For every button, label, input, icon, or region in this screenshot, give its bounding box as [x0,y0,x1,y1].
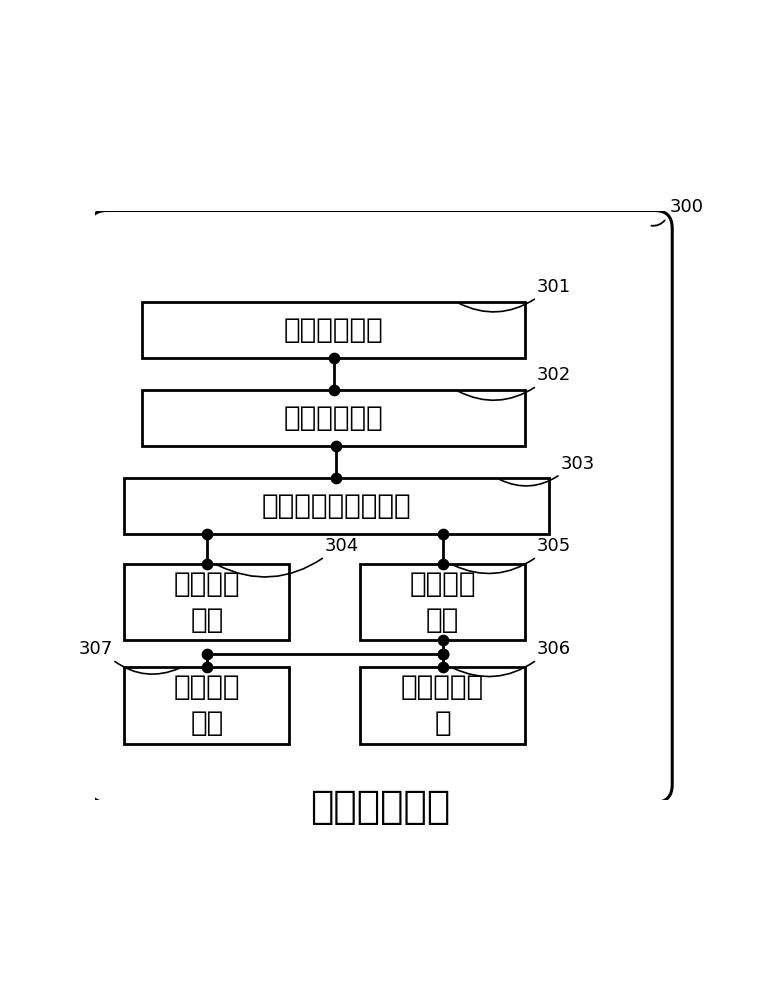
Point [201,526,213,542]
Text: 可见光人脸识别单元: 可见光人脸识别单元 [261,492,411,520]
Bar [360,564,525,640]
FancyBboxPatch shape [89,211,673,802]
Bar [142,390,525,446]
Point [436,646,448,662]
Text: 307: 307 [78,640,112,658]
Text: 304: 304 [325,537,359,555]
Text: 图像获取单元: 图像获取单元 [283,316,384,344]
Point [331,438,343,454]
Text: 第一判断
单元: 第一判断 单元 [173,570,240,634]
Point [201,556,213,572]
Bar [125,478,549,534]
Text: 人脸识别装置: 人脸识别装置 [311,788,451,826]
Point [328,382,340,398]
Text: 第三判断单
元: 第三判断单 元 [401,673,484,737]
Text: 306: 306 [537,640,571,658]
Bar [125,564,290,640]
Point [436,646,448,662]
Point [436,659,448,675]
Text: 305: 305 [537,537,571,555]
Point [328,350,340,366]
Point [201,659,213,675]
Bar [142,302,525,358]
Point [201,646,213,662]
Text: 300: 300 [670,198,703,216]
Text: 302: 302 [537,366,571,384]
Text: 第四判断
单元: 第四判断 单元 [173,673,240,737]
Text: 303: 303 [560,455,594,473]
Text: 特征提取单元: 特征提取单元 [283,404,384,432]
Bar [125,667,290,744]
Text: 第二判断
单元: 第二判断 单元 [410,570,476,634]
Bar [360,667,525,744]
Point [331,470,343,486]
Point [436,632,448,648]
Point [436,556,448,572]
Point [436,526,448,542]
Text: 301: 301 [537,278,571,296]
